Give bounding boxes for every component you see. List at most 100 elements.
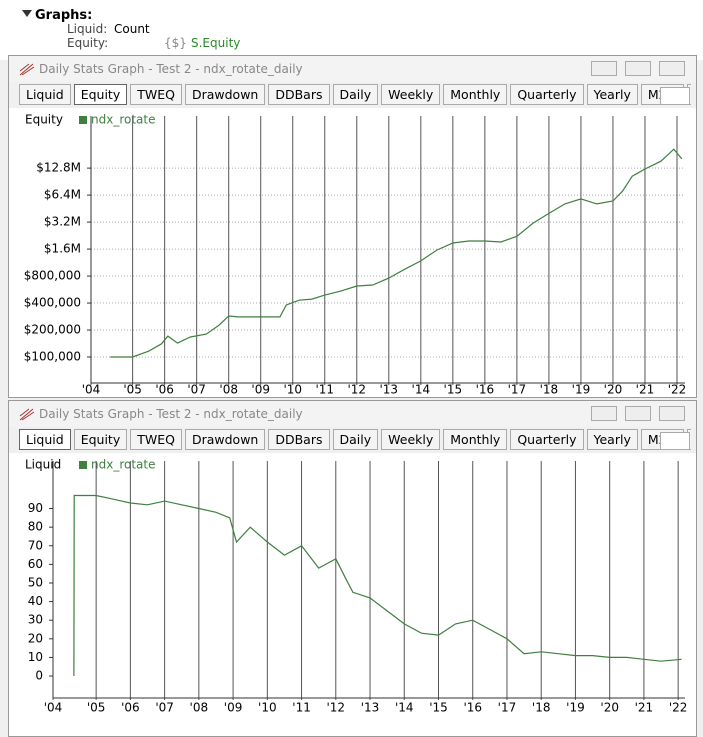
graphs-title: Graphs: — [35, 8, 93, 23]
row-value: S.Equity — [191, 36, 241, 50]
tab[interactable]: DDBars — [268, 429, 330, 450]
x-tick-label: '13 — [361, 701, 380, 715]
series-line — [73, 494, 682, 677]
tab[interactable]: TWEQ — [130, 84, 182, 105]
collapse-toggle[interactable] — [22, 10, 32, 17]
x-tick-label: '10 — [258, 701, 277, 715]
tab[interactable]: Yearly — [586, 429, 638, 450]
tab[interactable]: Drawdown — [184, 429, 266, 450]
tab[interactable]: Daily — [332, 429, 379, 450]
tab-bar: Liquid Equity TWEQ Drawdown DDBars Daily Weekl… — [19, 84, 691, 107]
x-tick-label: '17 — [508, 383, 527, 397]
y-tick-label: $3.2M — [44, 215, 81, 229]
tab[interactable]: Daily — [332, 84, 379, 105]
row-label: Liquid: — [67, 22, 108, 36]
x-tick-label: '22 — [669, 701, 688, 715]
tab[interactable]: Equity — [73, 84, 128, 105]
tab[interactable]: Weekly — [381, 429, 441, 450]
x-tick-label: '19 — [572, 383, 591, 397]
x-tick-label: '18 — [532, 701, 551, 715]
y-tick-label: $100,000 — [24, 350, 81, 364]
x-tick-label: '08 — [219, 383, 238, 397]
x-tick-label: '14 — [395, 701, 414, 715]
tab[interactable]: TWEQ — [130, 429, 182, 450]
chart: Liquid ndx_rotate 0 10 20 30 40 50 60 70 80 90 '04 '0… — [9, 453, 696, 736]
x-tick-label: '04 — [44, 701, 63, 715]
tab[interactable]: Liquid — [19, 84, 71, 105]
close-button[interactable] — [659, 61, 685, 76]
x-tick-label: '20 — [604, 383, 623, 397]
title-bar: Daily Stats Graph - Test 2 - ndx_rotate_… — [9, 401, 696, 427]
x-tick-label: '16 — [476, 383, 495, 397]
tab[interactable]: Quarterly — [510, 429, 584, 450]
close-button[interactable] — [659, 406, 685, 421]
y-tick-label: $200,000 — [24, 323, 81, 337]
title-bar: Daily Stats Graph - Test 2 - ndx_rotate_… — [9, 56, 696, 82]
legend-swatch — [79, 116, 87, 124]
y-tick-label: $800,000 — [24, 269, 81, 283]
chart-title: Equity — [25, 113, 63, 127]
minimize-button[interactable] — [591, 406, 617, 421]
x-tick-label: '05 — [123, 383, 142, 397]
y-tick-label: 50 — [28, 575, 43, 589]
chart: Equity ndx_rotate $100,000 $200,000 $400,000… — [9, 108, 696, 397]
tab[interactable]: Liquid — [19, 429, 71, 450]
x-tick-label: '18 — [540, 383, 559, 397]
legend-label: ndx_rotate — [91, 113, 155, 127]
x-tick-label: '04 — [82, 383, 101, 397]
tab[interactable]: Drawdown — [184, 84, 266, 105]
x-tick-label: '16 — [463, 701, 482, 715]
y-tick-label: 20 — [28, 631, 43, 645]
x-tick-label: '06 — [121, 701, 140, 715]
x-tick-label: '19 — [566, 701, 585, 715]
tab[interactable]: DDBars — [268, 84, 330, 105]
row-value: Count — [114, 22, 150, 36]
x-tick-label: '11 — [315, 383, 334, 397]
x-tick-label: '21 — [635, 701, 654, 715]
tab[interactable]: Weekly — [381, 84, 441, 105]
x-tick-label: '13 — [380, 383, 399, 397]
graph-window: Daily Stats Graph - Test 2 - ndx_rotate_… — [8, 400, 697, 737]
tab[interactable]: Monthly — [443, 429, 508, 450]
tab[interactable]: Equity — [73, 429, 128, 450]
y-tick-label: 80 — [28, 520, 43, 534]
window-icon — [19, 408, 35, 421]
graphs-panel: Graphs: Liquid: Count Equity: {$} S.Equi… — [0, 0, 703, 60]
maximize-button[interactable] — [625, 406, 651, 421]
tab-scroll[interactable] — [660, 87, 690, 105]
x-tick-label: '07 — [155, 701, 174, 715]
series-line — [110, 148, 683, 358]
x-tick-label: '15 — [444, 383, 463, 397]
maximize-button[interactable] — [625, 61, 651, 76]
x-tick-label: '21 — [636, 383, 655, 397]
row-unit: {$} — [164, 36, 187, 50]
tab[interactable]: Monthly — [443, 84, 508, 105]
y-tick-label: $12.8M — [36, 161, 81, 175]
minimize-button[interactable] — [591, 61, 617, 76]
window-title: Daily Stats Graph - Test 2 - ndx_rotate_… — [39, 407, 303, 421]
x-tick-label: '11 — [292, 701, 311, 715]
x-tick-label: '17 — [498, 701, 517, 715]
y-tick-label: $1.6M — [44, 242, 81, 256]
tab[interactable]: Yearly — [586, 84, 638, 105]
x-tick-label: '06 — [155, 383, 174, 397]
y-tick-label: 10 — [28, 650, 43, 664]
y-tick-label: $400,000 — [24, 296, 81, 310]
x-tick-label: '09 — [224, 701, 243, 715]
graph-window: Daily Stats Graph - Test 2 - ndx_rotate_… — [8, 55, 697, 398]
chart-title: Liquid — [25, 458, 61, 472]
x-tick-label: '12 — [347, 383, 366, 397]
tab-bar: Liquid Equity TWEQ Drawdown DDBars Daily Weekl… — [19, 429, 691, 452]
y-tick-label: 60 — [28, 557, 43, 571]
x-tick-label: '07 — [187, 383, 206, 397]
legend-swatch — [79, 461, 87, 469]
row-label: Equity: — [67, 36, 109, 50]
y-tick-label: 40 — [28, 594, 43, 608]
window-title: Daily Stats Graph - Test 2 - ndx_rotate_… — [39, 62, 303, 76]
y-tick-label: 30 — [28, 613, 43, 627]
legend-label: ndx_rotate — [91, 458, 155, 472]
tab[interactable]: Quarterly — [510, 84, 584, 105]
tab-scroll[interactable] — [660, 432, 690, 450]
y-tick-label: $6.4M — [44, 188, 81, 202]
